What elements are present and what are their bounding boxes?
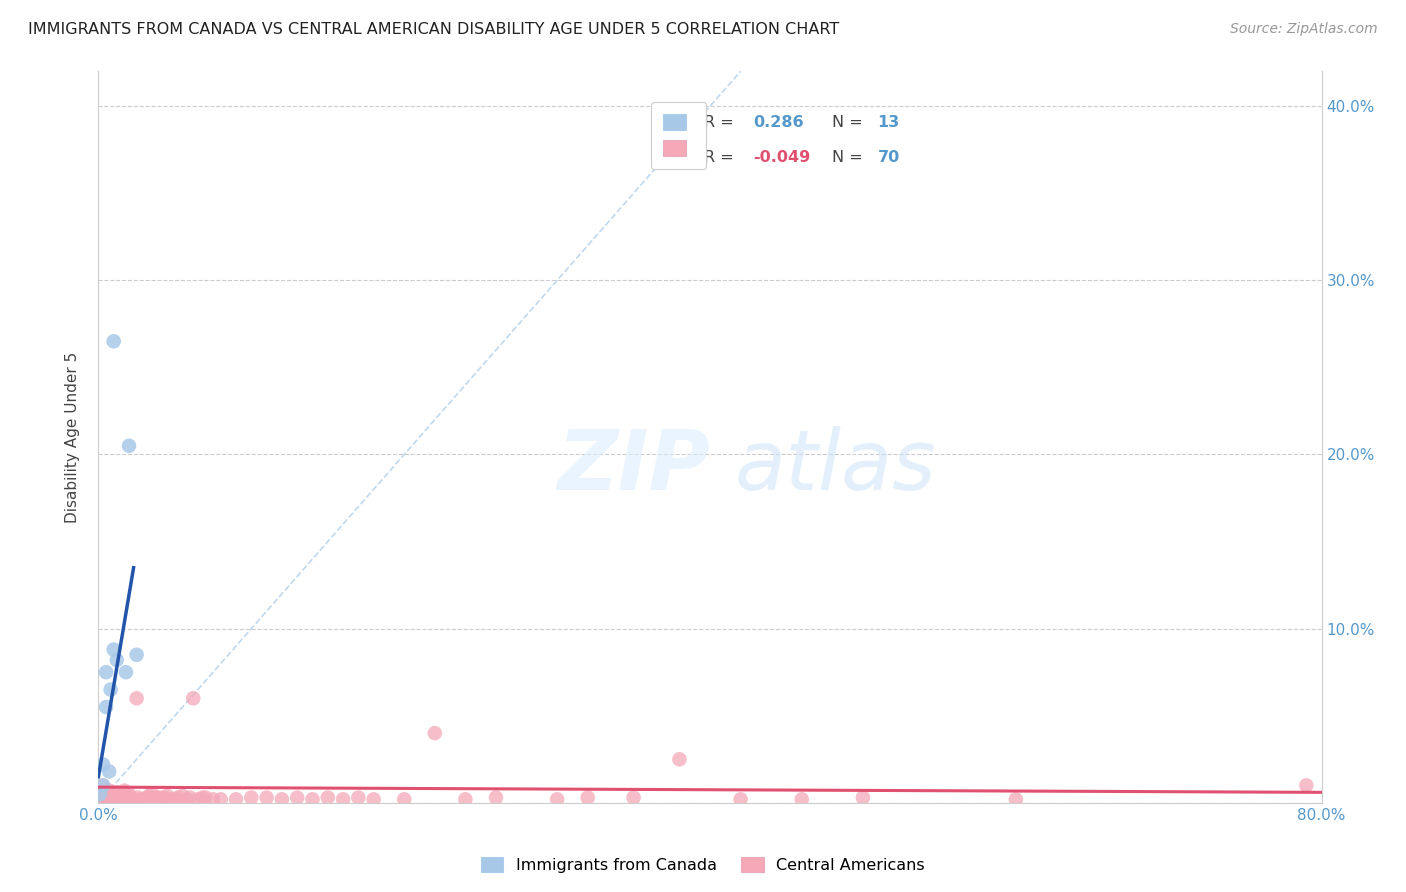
Point	[97, 790, 120, 805]
Point	[202, 792, 225, 806]
Point	[118, 787, 141, 801]
Text: R =: R =	[704, 115, 734, 130]
Point	[104, 787, 127, 801]
Point	[103, 642, 125, 657]
Point	[316, 790, 339, 805]
Point	[91, 778, 114, 792]
Text: IMMIGRANTS FROM CANADA VS CENTRAL AMERICAN DISABILITY AGE UNDER 5 CORRELATION CH: IMMIGRANTS FROM CANADA VS CENTRAL AMERIC…	[28, 22, 839, 37]
Point	[423, 726, 446, 740]
Text: Source: ZipAtlas.com: Source: ZipAtlas.com	[1230, 22, 1378, 37]
Point	[100, 682, 122, 697]
Point	[332, 792, 354, 806]
Point	[115, 790, 138, 805]
Text: ZIP: ZIP	[557, 425, 710, 507]
Point	[91, 778, 114, 792]
Point	[94, 665, 117, 680]
Point	[790, 792, 813, 806]
Point	[187, 792, 209, 806]
Y-axis label: Disability Age Under 5: Disability Age Under 5	[65, 351, 80, 523]
Point	[108, 792, 131, 806]
Point	[225, 792, 247, 806]
Point	[347, 790, 370, 805]
Point	[91, 757, 114, 772]
Text: -0.049: -0.049	[752, 150, 810, 165]
Point	[129, 792, 152, 806]
Point	[93, 790, 115, 805]
Point	[105, 653, 128, 667]
Point	[134, 792, 156, 806]
Point	[176, 792, 198, 806]
Point	[159, 792, 181, 806]
Point	[153, 790, 176, 805]
Point	[145, 790, 167, 805]
Point	[392, 792, 416, 806]
Text: N =: N =	[832, 150, 863, 165]
Point	[115, 665, 138, 680]
Point	[454, 792, 477, 806]
Point	[110, 789, 132, 803]
Text: atlas: atlas	[734, 425, 936, 507]
Point	[1295, 778, 1317, 792]
Point	[194, 790, 217, 805]
Legend: Immigrants from Canada, Central Americans: Immigrants from Canada, Central American…	[475, 851, 931, 880]
Point	[852, 790, 875, 805]
Point	[125, 648, 148, 662]
Point	[179, 790, 201, 805]
Point	[172, 789, 194, 803]
Point	[485, 790, 508, 805]
Point	[1004, 792, 1026, 806]
Point	[270, 792, 292, 806]
Point	[103, 334, 125, 349]
Point	[546, 792, 568, 806]
Point	[100, 789, 122, 803]
Legend: , : ,	[651, 102, 706, 169]
Point	[138, 789, 160, 803]
Point	[127, 790, 149, 805]
Point	[181, 691, 204, 706]
Point	[98, 764, 121, 779]
Point	[90, 787, 112, 801]
Point	[142, 792, 165, 806]
Point	[94, 700, 117, 714]
Point	[191, 790, 214, 805]
Point	[285, 790, 308, 805]
Point	[163, 792, 186, 806]
Point	[122, 792, 145, 806]
Point	[301, 792, 323, 806]
Point	[209, 792, 232, 806]
Point	[94, 792, 117, 806]
Point	[150, 792, 173, 806]
Point	[623, 790, 645, 805]
Point	[136, 790, 159, 805]
Point	[167, 790, 190, 805]
Point	[730, 792, 752, 806]
Point	[103, 790, 125, 805]
Point	[101, 792, 124, 806]
Point	[156, 789, 179, 803]
Point	[668, 752, 690, 766]
Point	[121, 790, 143, 805]
Point	[118, 439, 141, 453]
Point	[89, 787, 111, 801]
Point	[112, 783, 135, 797]
Point	[240, 790, 263, 805]
Text: N =: N =	[832, 115, 863, 130]
Point	[98, 783, 121, 797]
Point	[125, 691, 148, 706]
Point	[363, 792, 385, 806]
Point	[576, 790, 599, 805]
Point	[89, 790, 111, 805]
Text: 70: 70	[877, 150, 900, 165]
Point	[117, 792, 139, 806]
Text: 0.286: 0.286	[752, 115, 803, 130]
Point	[111, 790, 134, 805]
Point	[141, 787, 163, 801]
Point	[149, 790, 172, 805]
Text: 13: 13	[877, 115, 900, 130]
Point	[107, 790, 129, 805]
Point	[256, 790, 278, 805]
Text: R =: R =	[704, 150, 734, 165]
Point	[105, 785, 128, 799]
